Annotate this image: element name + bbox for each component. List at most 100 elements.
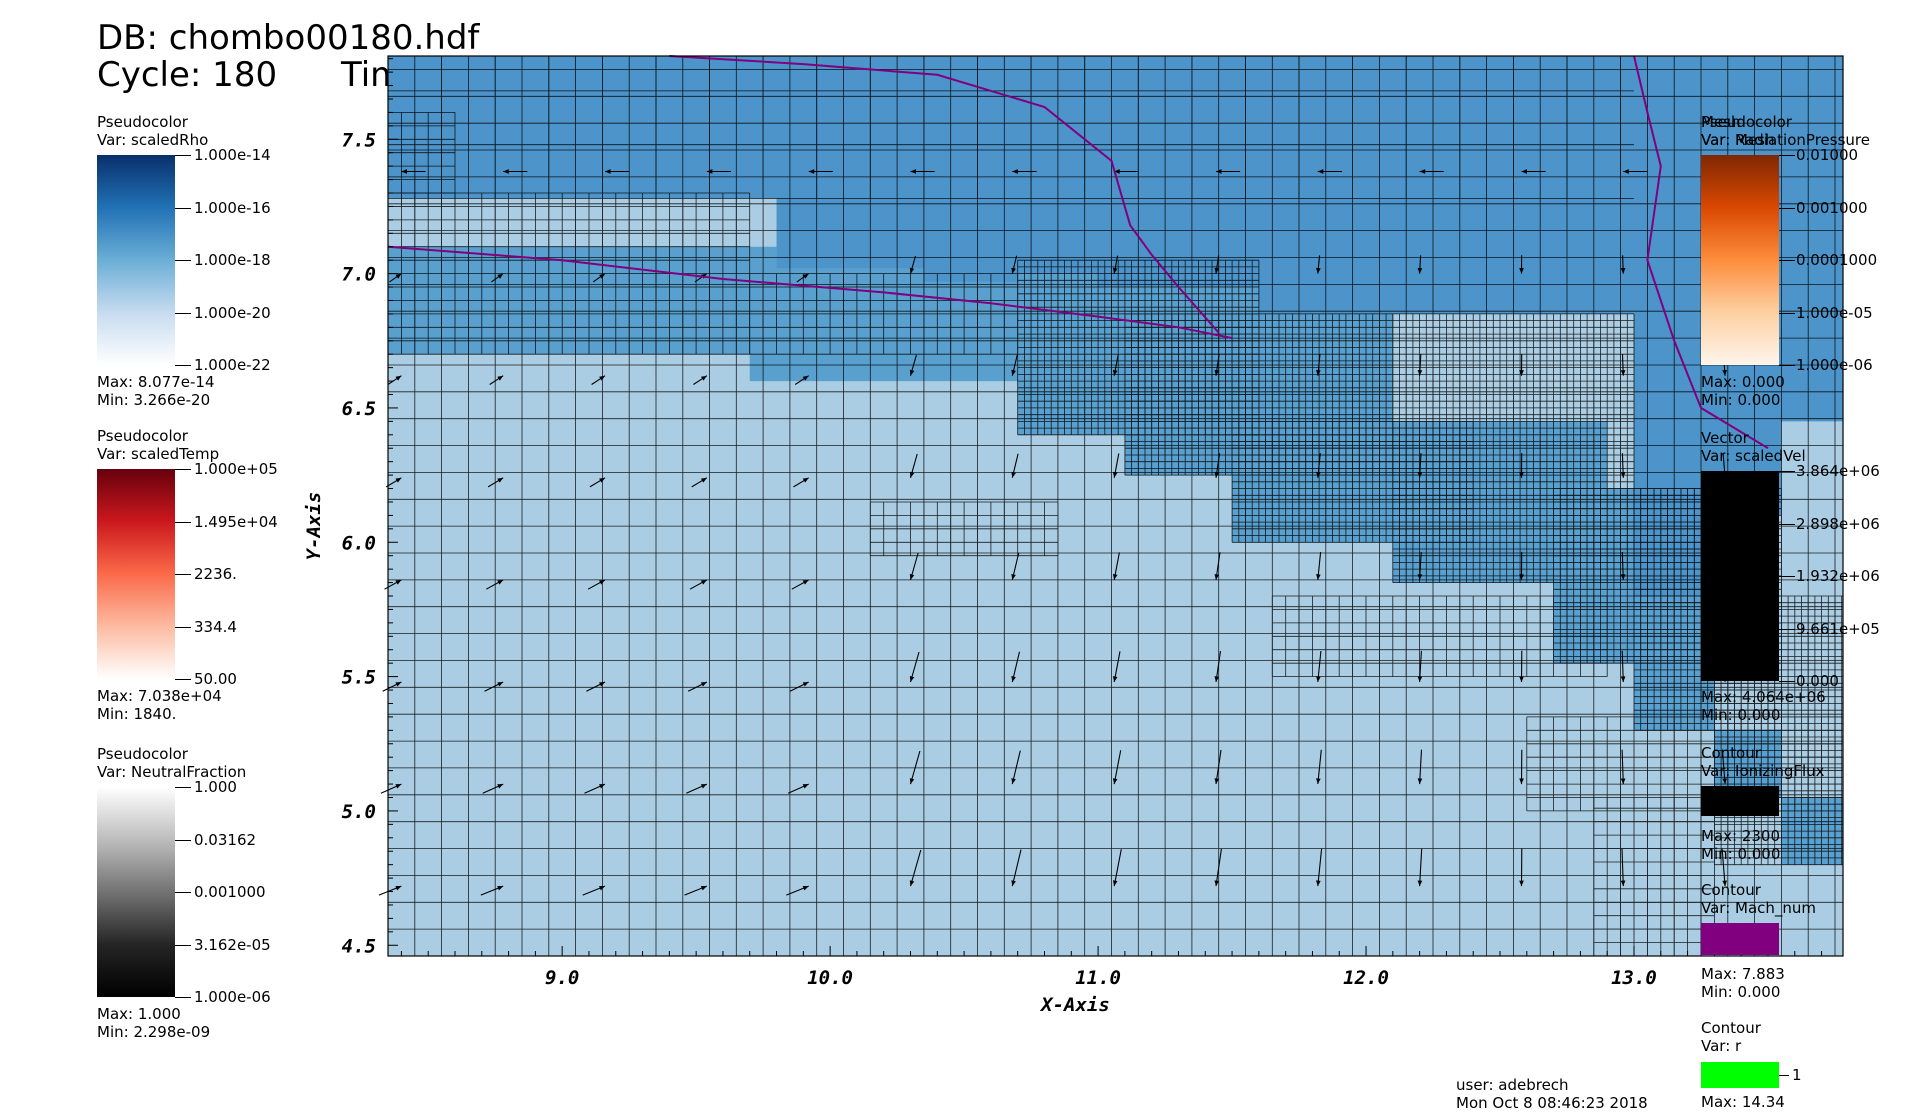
x-tick-label: 12.0	[1343, 967, 1389, 989]
velocity-arrow	[909, 750, 921, 785]
pressure-legend-type: Pseudocolor	[1701, 113, 1792, 131]
legend-tick-mark	[175, 892, 191, 893]
legend-tick-label: 1.000e-06	[194, 988, 271, 1006]
x-tick-label: 10.0	[807, 967, 853, 989]
legend-tick-label: 2.898e+06	[1796, 514, 1880, 533]
velocity-arrowhead	[1012, 169, 1018, 174]
legend-tick-label: 0.001000	[194, 883, 266, 901]
velocity-arrow	[1621, 749, 1624, 785]
velocity-arrowhead	[1011, 267, 1016, 274]
velocity-arrowhead	[706, 169, 713, 174]
legend-tick-label: 1.000e-16	[194, 198, 271, 217]
velocity-arrowhead	[909, 676, 915, 682]
legend-tick-mark	[175, 944, 191, 946]
legend-tick-mark	[175, 469, 191, 470]
velocity-arrowhead	[1112, 267, 1118, 274]
velocity-arrowhead	[700, 784, 707, 789]
velocity-arrowhead	[1316, 880, 1321, 887]
mach-contour-line	[669, 55, 1220, 334]
velocity-arrowhead	[1722, 370, 1727, 376]
x-tick-label: 11.0	[1075, 967, 1121, 989]
r-max: Max: 14.34	[1701, 1093, 1785, 1111]
velocity-arrowhead	[1417, 370, 1423, 376]
velocity-arrowhead	[1112, 574, 1118, 580]
r-tick-label: 1	[1792, 1066, 1802, 1084]
velocity-arrowhead	[1214, 574, 1220, 580]
legend-max-2: Max: 1.000	[97, 1005, 181, 1023]
legend-tick-mark	[175, 365, 191, 366]
x-axis-title: X-Axis	[1039, 994, 1110, 1016]
velocity-arrow	[909, 849, 922, 887]
velocity-arrowhead	[909, 778, 915, 785]
legend-var-2: Var: NeutralFraction	[97, 763, 247, 781]
velocity-arrowhead	[802, 886, 809, 891]
legend-tick-mark	[175, 521, 191, 523]
velocity-arrowhead	[808, 169, 815, 174]
legend-tick-mark	[175, 679, 191, 680]
velocity-arrow	[1721, 848, 1726, 887]
legend-tick-label: 3.864e+06	[1796, 462, 1880, 480]
legend-tick-mark	[175, 839, 191, 841]
velocity-arrowhead	[599, 579, 606, 585]
velocity-arrowhead	[1620, 574, 1626, 580]
mesh-patch	[1526, 716, 1843, 812]
legend-type-0: Pseudocolor	[97, 113, 188, 131]
velocity-arrowhead	[802, 681, 809, 687]
legend-tick-mark	[1779, 155, 1795, 156]
legend-tick-mark	[175, 626, 191, 628]
velocity-arrowhead	[1316, 778, 1321, 785]
velocity-arrow	[1011, 750, 1021, 785]
velocity-arrowhead	[1316, 369, 1321, 376]
velocity-arrowhead	[497, 681, 504, 687]
legend-tick-label: 0.001000	[1796, 198, 1868, 217]
legend-tick-label: 1.000e-05	[1796, 303, 1873, 322]
pressure-colorbar	[1701, 155, 1779, 365]
legend-tick-mark	[1779, 523, 1795, 525]
mach-legend-var: Var: Mach_num	[1701, 899, 1817, 917]
velocity-arrowhead	[1112, 880, 1118, 887]
velocity-arrow	[1011, 849, 1022, 887]
legend-tick-label: 1.000e-20	[194, 303, 271, 322]
legend-tick-label: 1.000e+05	[194, 460, 278, 478]
date-label: Mon Oct 8 08:46:23 2018	[1456, 1094, 1648, 1112]
velocity-arrowhead	[1316, 267, 1321, 274]
legend-min-2: Min: 2.298e-09	[97, 1023, 211, 1041]
user-label: user: adebrech	[1456, 1076, 1569, 1094]
legend-tick-mark	[175, 787, 191, 788]
velocity-arrowhead	[1519, 472, 1524, 478]
mesh-patch	[1392, 313, 1635, 583]
velocity-arrowhead	[599, 681, 606, 687]
velocity-arrowhead	[599, 886, 606, 891]
velocity-arrowhead	[1316, 676, 1321, 682]
legend-tick-label: 9.661e+05	[1796, 619, 1880, 638]
vector-legend-type: Vector	[1701, 429, 1749, 447]
mesh-legend-var: Var: Mesh	[1701, 131, 1775, 149]
velocity-arrowhead	[700, 579, 707, 585]
pressure-min: Min: 0.000	[1701, 391, 1781, 409]
velocity-arrowhead	[909, 369, 915, 376]
legend-tick-label: 1.000e-06	[1796, 356, 1873, 374]
y-tick-label: 7.5	[342, 129, 376, 151]
pressure-max: Max: 0.000	[1701, 373, 1785, 391]
velocity-arrowhead	[401, 169, 407, 174]
x-tick-label: 9.0	[545, 967, 579, 989]
velocity-arrowhead	[497, 273, 504, 279]
legend-colorbar-0	[97, 155, 175, 365]
velocity-arrowhead	[1417, 880, 1423, 887]
r-tick-mark	[1779, 1075, 1789, 1076]
velocity-arrowhead	[1112, 778, 1118, 785]
legend-tick-mark	[1779, 365, 1795, 366]
y-tick-label: 5.0	[342, 801, 376, 823]
ionizing-legend-type: Contour	[1701, 744, 1761, 762]
legend-tick-mark	[1779, 260, 1795, 261]
legend-tick-label: 1.000e-14	[194, 146, 271, 164]
ionizing-swatch	[1701, 786, 1779, 816]
velocity-arrowhead	[1114, 169, 1120, 174]
velocity-arrowhead	[599, 784, 606, 789]
velocity-arrowhead	[1417, 676, 1423, 682]
r-swatch	[1701, 1062, 1779, 1088]
velocity-arrowhead	[1214, 471, 1220, 478]
velocity-arrowhead	[802, 579, 809, 585]
velocity-arrowhead	[1214, 369, 1220, 376]
velocity-arrowhead	[497, 784, 504, 789]
